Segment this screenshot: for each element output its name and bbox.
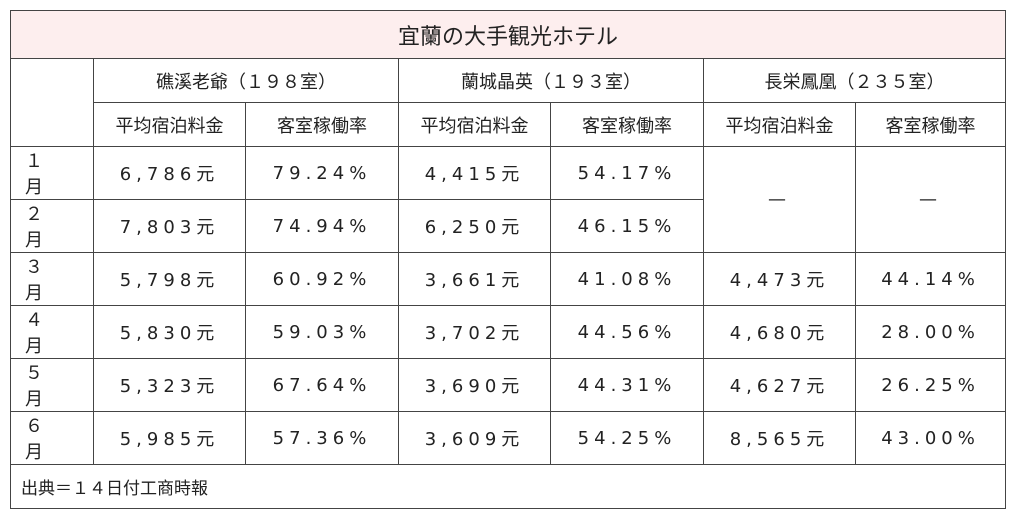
month-label: ２ 月 xyxy=(10,199,94,253)
column-header: 客室稼働率 xyxy=(550,102,704,147)
data-cell: 67.64% xyxy=(245,358,399,412)
month-label: ３ 月 xyxy=(10,252,94,306)
month-label: ６ 月 xyxy=(10,411,94,465)
data-cell: 8,565元 xyxy=(703,411,856,465)
data-cell: 44.14% xyxy=(854,252,1007,306)
data-cell: 59.03% xyxy=(245,305,399,359)
data-cell: 28.00% xyxy=(854,305,1007,359)
data-row: ４ 月 5,830元 59.03% 3,702元 44.56% 4,680元 28.00% xyxy=(10,305,1007,359)
data-row: １ 月 6,786元 79.24% 4,415元 54.17% — — xyxy=(10,146,1007,253)
data-cell: 4,415元 xyxy=(398,146,551,200)
column-header: 客室稼働率 xyxy=(245,102,399,147)
data-cell: 74.94% xyxy=(245,199,399,253)
data-cell: 43.00% xyxy=(854,411,1007,465)
hotel-name: 長栄鳳凰（２３５室） xyxy=(702,58,1007,103)
column-header: 平均宿泊料金 xyxy=(703,102,856,147)
data-cell: 44.31% xyxy=(550,358,704,412)
hotel-table: 宜蘭の大手観光ホテル 礁溪老爺（１９８室） 蘭城晶英（１９３室） 長栄鳳凰（２３５室… xyxy=(9,10,1007,509)
data-row: ６ 月 5,985元 57.36% 3,609元 54.25% 8,565元 43.00% xyxy=(10,411,1007,465)
data-cell: 4,680元 xyxy=(703,305,856,359)
source-note: 出典＝１４日付工商時報 xyxy=(9,464,1007,509)
data-cell: 60.92% xyxy=(245,252,399,306)
column-header: 客室稼働率 xyxy=(854,102,1007,147)
data-cell: 3,702元 xyxy=(398,305,551,359)
data-cell: 3,609元 xyxy=(398,411,551,465)
title-row: 宜蘭の大手観光ホテル xyxy=(9,10,1007,59)
data-cell: 5,323元 xyxy=(93,358,246,412)
data-cell: 54.17% xyxy=(550,146,704,200)
month-label: ５ 月 xyxy=(10,358,94,412)
data-cell: 26.25% xyxy=(854,358,1007,412)
data-cell: 3,690元 xyxy=(398,358,551,412)
footer-row: 出典＝１４日付工商時報 xyxy=(9,464,1007,509)
data-cell: 4,627元 xyxy=(703,358,856,412)
data-cell: — xyxy=(703,146,856,253)
data-cell: 5,830元 xyxy=(93,305,246,359)
data-cell: 3,661元 xyxy=(398,252,551,306)
subheader-row: 平均宿泊料金 客室稼働率 平均宿泊料金 客室稼働率 平均宿泊料金 客室稼働率 xyxy=(11,102,1007,147)
hotel-name: 礁溪老爺（１９８室） xyxy=(93,58,399,103)
month-label: １ 月 xyxy=(10,146,94,200)
data-cell: 4,473元 xyxy=(703,252,856,306)
column-header: 平均宿泊料金 xyxy=(93,102,246,147)
data-cell: — xyxy=(854,146,1007,253)
column-header: 平均宿泊料金 xyxy=(398,102,551,147)
data-cell: 5,798元 xyxy=(93,252,246,306)
month-label: ４ 月 xyxy=(10,305,94,359)
hotel-name: 蘭城晶英（１９３室） xyxy=(398,58,704,103)
data-cell: 41.08% xyxy=(550,252,704,306)
data-cell: 44.56% xyxy=(550,305,704,359)
header-row: 礁溪老爺（１９８室） 蘭城晶英（１９３室） 長栄鳳凰（２３５室） xyxy=(10,58,1007,147)
data-row: ５ 月 5,323元 67.64% 3,690元 44.31% 4,627元 26.25% xyxy=(10,358,1007,412)
data-cell: 6,250元 xyxy=(398,199,551,253)
data-cell: 5,985元 xyxy=(93,411,246,465)
data-cell: 6,786元 xyxy=(93,146,246,200)
table-body: 宜蘭の大手観光ホテル 礁溪老爺（１９８室） 蘭城晶英（１９３室） 長栄鳳凰（２３５室… xyxy=(9,10,1007,509)
corner-cell xyxy=(10,58,94,147)
data-row: ２ 月 7,803元 74.94% 6,250元 46.15% xyxy=(10,199,1006,253)
data-cell: 79.24% xyxy=(245,146,399,200)
table-title: 宜蘭の大手観光ホテル xyxy=(9,10,1007,59)
data-cell: 54.25% xyxy=(550,411,704,465)
data-cell: 7,803元 xyxy=(93,199,246,253)
page: {"header": {"title": "宜蘭の大手観光ホテル"}, "tab… xyxy=(9,10,1007,509)
data-cell: 46.15% xyxy=(550,199,704,253)
data-cell: 57.36% xyxy=(245,411,399,465)
data-row: ３ 月 5,798元 60.92% 3,661元 41.08% 4,473元 44.14% xyxy=(10,252,1007,306)
